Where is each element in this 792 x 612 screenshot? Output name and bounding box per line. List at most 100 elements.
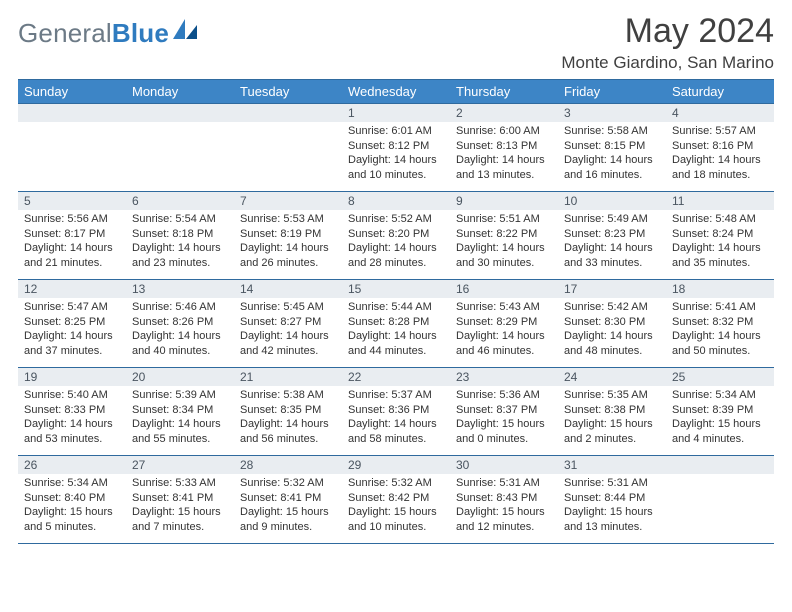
calendar-day-cell: 5Sunrise: 5:56 AMSunset: 8:17 PMDaylight… xyxy=(18,192,126,280)
calendar-day-cell: 8 Sunrise: 5:52 AMSunset: 8:20 PMDaylight… xyxy=(342,192,450,280)
page-header: GeneralBlue May 2024 Monte Giardino, San… xyxy=(18,12,774,73)
brand-word-1: General xyxy=(18,18,112,48)
day-number xyxy=(18,104,126,122)
day-data: Sunrise: 5:49 AMSunset: 8:23 PMDaylight:… xyxy=(558,210,666,274)
calendar-page: GeneralBlue May 2024 Monte Giardino, San… xyxy=(0,0,792,612)
sunset-text: Sunset: 8:29 PM xyxy=(456,315,552,330)
calendar-day-cell: 17Sunrise: 5:42 AMSunset: 8:30 PMDayligh… xyxy=(558,280,666,368)
calendar-day-cell: 22Sunrise: 5:37 AMSunset: 8:36 PMDayligh… xyxy=(342,368,450,456)
calendar-day-cell: 18Sunrise: 5:41 AMSunset: 8:32 PMDayligh… xyxy=(666,280,774,368)
daylight-text: Daylight: 15 hours and 0 minutes. xyxy=(456,417,552,446)
sunset-text: Sunset: 8:15 PM xyxy=(564,139,660,154)
daylight-text: Daylight: 14 hours and 28 minutes. xyxy=(348,241,444,270)
day-number: 25 xyxy=(666,368,774,386)
sunrise-text: Sunrise: 5:52 AM xyxy=(348,212,444,227)
day-data: Sunrise: 5:38 AMSunset: 8:35 PMDaylight:… xyxy=(234,386,342,450)
sunset-text: Sunset: 8:39 PM xyxy=(672,403,768,418)
day-data: Sunrise: 5:57 AMSunset: 8:16 PMDaylight:… xyxy=(666,122,774,186)
day-data: Sunrise: 5:44 AMSunset: 8:28 PMDaylight:… xyxy=(342,298,450,362)
sunrise-text: Sunrise: 5:40 AM xyxy=(24,388,120,403)
sunset-text: Sunset: 8:41 PM xyxy=(132,491,228,506)
sunrise-text: Sunrise: 5:42 AM xyxy=(564,300,660,315)
daylight-text: Daylight: 14 hours and 33 minutes. xyxy=(564,241,660,270)
day-data: Sunrise: 6:01 AMSunset: 8:12 PMDaylight:… xyxy=(342,122,450,186)
brand-logo: GeneralBlue xyxy=(18,18,199,49)
sunset-text: Sunset: 8:23 PM xyxy=(564,227,660,242)
day-number: 16 xyxy=(450,280,558,298)
day-number: 2 xyxy=(450,104,558,122)
day-data xyxy=(234,122,342,182)
sunset-text: Sunset: 8:40 PM xyxy=(24,491,120,506)
day-data: Sunrise: 5:39 AMSunset: 8:34 PMDaylight:… xyxy=(126,386,234,450)
sunrise-text: Sunrise: 5:47 AM xyxy=(24,300,120,315)
weekday-header: Friday xyxy=(558,80,666,104)
sunset-text: Sunset: 8:34 PM xyxy=(132,403,228,418)
sunset-text: Sunset: 8:37 PM xyxy=(456,403,552,418)
day-data: Sunrise: 5:58 AMSunset: 8:15 PMDaylight:… xyxy=(558,122,666,186)
daylight-text: Daylight: 14 hours and 18 minutes. xyxy=(672,153,768,182)
day-number: 21 xyxy=(234,368,342,386)
calendar-day-cell: 1Sunrise: 6:01 AMSunset: 8:12 PMDaylight… xyxy=(342,104,450,192)
sunrise-text: Sunrise: 5:34 AM xyxy=(672,388,768,403)
day-data: Sunrise: 5:32 AMSunset: 8:42 PMDaylight:… xyxy=(342,474,450,538)
calendar-day-cell: 4Sunrise: 5:57 AMSunset: 8:16 PMDaylight… xyxy=(666,104,774,192)
sunset-text: Sunset: 8:25 PM xyxy=(24,315,120,330)
daylight-text: Daylight: 14 hours and 53 minutes. xyxy=(24,417,120,446)
weekday-header: Thursday xyxy=(450,80,558,104)
calendar-day-cell: 2Sunrise: 6:00 AMSunset: 8:13 PMDaylight… xyxy=(450,104,558,192)
sunrise-text: Sunrise: 5:46 AM xyxy=(132,300,228,315)
daylight-text: Daylight: 15 hours and 13 minutes. xyxy=(564,505,660,534)
daylight-text: Daylight: 14 hours and 56 minutes. xyxy=(240,417,336,446)
day-data: Sunrise: 5:34 AMSunset: 8:40 PMDaylight:… xyxy=(18,474,126,538)
day-number: 5 xyxy=(18,192,126,210)
sunrise-text: Sunrise: 5:38 AM xyxy=(240,388,336,403)
day-data xyxy=(126,122,234,182)
day-number: 26 xyxy=(18,456,126,474)
sunset-text: Sunset: 8:35 PM xyxy=(240,403,336,418)
daylight-text: Daylight: 14 hours and 16 minutes. xyxy=(564,153,660,182)
sunrise-text: Sunrise: 5:44 AM xyxy=(348,300,444,315)
weekday-header: Wednesday xyxy=(342,80,450,104)
daylight-text: Daylight: 15 hours and 5 minutes. xyxy=(24,505,120,534)
sunrise-text: Sunrise: 5:56 AM xyxy=(24,212,120,227)
brand-word-2: Blue xyxy=(112,18,169,48)
day-data: Sunrise: 5:42 AMSunset: 8:30 PMDaylight:… xyxy=(558,298,666,362)
day-number: 9 xyxy=(450,192,558,210)
sunset-text: Sunset: 8:42 PM xyxy=(348,491,444,506)
day-data: Sunrise: 5:31 AMSunset: 8:43 PMDaylight:… xyxy=(450,474,558,538)
sunrise-text: Sunrise: 5:43 AM xyxy=(456,300,552,315)
sunset-text: Sunset: 8:28 PM xyxy=(348,315,444,330)
day-number: 19 xyxy=(18,368,126,386)
sunrise-text: Sunrise: 5:32 AM xyxy=(240,476,336,491)
day-number: 18 xyxy=(666,280,774,298)
calendar-day-cell: 23Sunrise: 5:36 AMSunset: 8:37 PMDayligh… xyxy=(450,368,558,456)
day-number: 12 xyxy=(18,280,126,298)
sunset-text: Sunset: 8:19 PM xyxy=(240,227,336,242)
sunset-text: Sunset: 8:12 PM xyxy=(348,139,444,154)
weekday-header: Tuesday xyxy=(234,80,342,104)
sunrise-text: Sunrise: 5:45 AM xyxy=(240,300,336,315)
calendar-day-cell: 9Sunrise: 5:51 AMSunset: 8:22 PMDaylight… xyxy=(450,192,558,280)
day-number: 22 xyxy=(342,368,450,386)
calendar-day-cell: 19Sunrise: 5:40 AMSunset: 8:33 PMDayligh… xyxy=(18,368,126,456)
day-number: 8 xyxy=(342,192,450,210)
day-data: Sunrise: 5:35 AMSunset: 8:38 PMDaylight:… xyxy=(558,386,666,450)
calendar-day-cell: 29Sunrise: 5:32 AMSunset: 8:42 PMDayligh… xyxy=(342,456,450,544)
day-number: 4 xyxy=(666,104,774,122)
sunrise-text: Sunrise: 5:57 AM xyxy=(672,124,768,139)
calendar-day-cell: 15Sunrise: 5:44 AMSunset: 8:28 PMDayligh… xyxy=(342,280,450,368)
calendar-day-cell: 30Sunrise: 5:31 AMSunset: 8:43 PMDayligh… xyxy=(450,456,558,544)
daylight-text: Daylight: 15 hours and 7 minutes. xyxy=(132,505,228,534)
day-data: Sunrise: 5:53 AMSunset: 8:19 PMDaylight:… xyxy=(234,210,342,274)
daylight-text: Daylight: 14 hours and 23 minutes. xyxy=(132,241,228,270)
sunset-text: Sunset: 8:20 PM xyxy=(348,227,444,242)
calendar-day-cell xyxy=(666,456,774,544)
calendar-week-row: 26Sunrise: 5:34 AMSunset: 8:40 PMDayligh… xyxy=(18,456,774,544)
calendar-week-row: 5Sunrise: 5:56 AMSunset: 8:17 PMDaylight… xyxy=(18,192,774,280)
day-number: 20 xyxy=(126,368,234,386)
calendar-day-cell: 12Sunrise: 5:47 AMSunset: 8:25 PMDayligh… xyxy=(18,280,126,368)
calendar-header-row: Sunday Monday Tuesday Wednesday Thursday… xyxy=(18,80,774,104)
daylight-text: Daylight: 14 hours and 35 minutes. xyxy=(672,241,768,270)
calendar-day-cell: 24Sunrise: 5:35 AMSunset: 8:38 PMDayligh… xyxy=(558,368,666,456)
calendar-week-row: 1Sunrise: 6:01 AMSunset: 8:12 PMDaylight… xyxy=(18,104,774,192)
